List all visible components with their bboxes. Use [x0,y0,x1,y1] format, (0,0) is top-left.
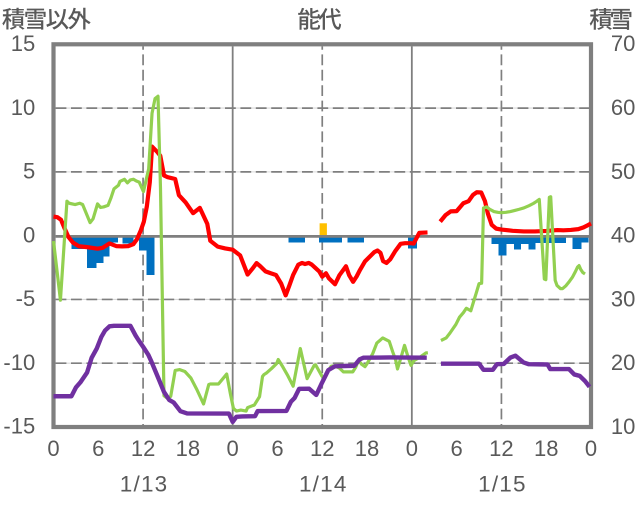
svg-text:6: 6 [92,436,104,461]
svg-text:10: 10 [11,95,35,120]
svg-text:50: 50 [611,159,635,184]
svg-text:0: 0 [585,436,597,461]
svg-text:0: 0 [227,436,239,461]
svg-text:18: 18 [355,436,379,461]
svg-text:1/13: 1/13 [120,472,169,497]
svg-text:10: 10 [611,414,635,439]
svg-text:12: 12 [489,436,513,461]
svg-text:70: 70 [611,31,635,56]
svg-text:6: 6 [271,436,283,461]
svg-text:0: 0 [23,222,35,247]
svg-text:1/14: 1/14 [299,472,348,497]
svg-text:18: 18 [534,436,558,461]
svg-text:0: 0 [47,436,59,461]
svg-text:20: 20 [611,350,635,375]
svg-text:12: 12 [131,436,155,461]
svg-text:18: 18 [176,436,200,461]
svg-text:-15: -15 [3,414,35,439]
svg-text:6: 6 [451,436,463,461]
svg-text:12: 12 [310,436,334,461]
svg-text:60: 60 [611,95,635,120]
svg-text:-10: -10 [3,350,35,375]
svg-text:1/15: 1/15 [478,472,527,497]
svg-text:40: 40 [611,223,635,248]
svg-text:5: 5 [23,159,35,184]
svg-text:30: 30 [611,286,635,311]
svg-text:0: 0 [406,436,418,461]
svg-text:-5: -5 [16,286,36,311]
svg-text:15: 15 [11,31,35,56]
